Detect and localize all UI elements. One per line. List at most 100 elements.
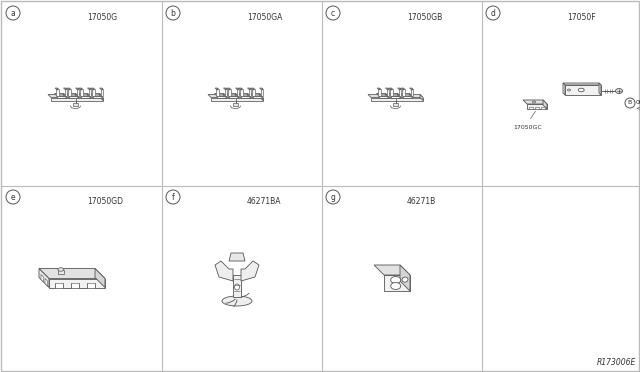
Polygon shape [100,94,103,100]
Text: 0B168-6162A: 0B168-6162A [636,100,640,106]
Polygon shape [48,94,103,97]
Ellipse shape [390,276,401,283]
Polygon shape [41,275,44,282]
Polygon shape [63,88,67,89]
Polygon shape [211,97,263,100]
Ellipse shape [616,89,623,93]
Polygon shape [214,93,226,96]
Polygon shape [393,103,398,106]
Polygon shape [58,269,64,273]
Polygon shape [397,93,400,97]
Circle shape [486,6,500,20]
Ellipse shape [390,282,401,289]
Polygon shape [223,88,227,89]
Polygon shape [239,93,250,96]
Polygon shape [77,89,79,96]
Polygon shape [541,107,545,109]
Polygon shape [208,94,263,97]
Polygon shape [76,93,78,97]
Polygon shape [565,85,601,95]
Polygon shape [55,88,58,89]
Polygon shape [237,89,239,96]
Polygon shape [399,89,401,96]
Text: 17050GA: 17050GA [247,13,282,22]
Polygon shape [233,275,241,297]
Polygon shape [88,88,91,89]
Polygon shape [233,103,238,106]
Polygon shape [523,100,547,104]
Polygon shape [229,253,245,261]
Circle shape [326,190,340,204]
Polygon shape [402,89,404,96]
Polygon shape [250,93,262,96]
Polygon shape [420,94,423,100]
Polygon shape [91,88,95,89]
Polygon shape [236,93,238,97]
Polygon shape [215,88,218,89]
Polygon shape [400,265,410,291]
Text: 17050F: 17050F [567,13,596,22]
Polygon shape [51,97,103,100]
Circle shape [166,190,180,204]
Text: B: B [628,100,632,106]
Text: 17050GC: 17050GC [514,125,542,130]
Polygon shape [217,96,226,97]
Polygon shape [80,89,83,96]
Polygon shape [260,89,263,96]
Circle shape [6,190,20,204]
Polygon shape [68,89,70,96]
Polygon shape [39,269,49,288]
Polygon shape [225,89,227,96]
Polygon shape [384,275,410,291]
Polygon shape [599,83,601,95]
Polygon shape [90,93,102,96]
Polygon shape [236,88,239,89]
Polygon shape [385,93,388,97]
Polygon shape [401,88,404,89]
Polygon shape [410,93,412,97]
Ellipse shape [532,101,536,103]
Polygon shape [71,282,79,288]
Polygon shape [215,261,233,281]
Polygon shape [49,279,105,288]
Polygon shape [92,89,95,96]
Polygon shape [248,89,251,96]
Text: 46271B: 46271B [407,198,436,206]
Polygon shape [39,269,105,279]
Polygon shape [100,89,103,96]
Polygon shape [389,88,392,89]
Circle shape [6,6,20,20]
Polygon shape [376,93,388,96]
Polygon shape [563,83,565,95]
Polygon shape [239,88,243,89]
Polygon shape [374,265,410,275]
Text: c: c [331,9,335,17]
Polygon shape [88,89,91,96]
Polygon shape [391,96,400,97]
Polygon shape [388,93,400,96]
Ellipse shape [568,89,570,91]
Polygon shape [241,96,250,97]
Polygon shape [79,93,90,96]
Polygon shape [390,89,392,96]
Text: R173006E: R173006E [596,358,636,367]
Polygon shape [67,88,70,89]
Polygon shape [527,104,547,109]
Polygon shape [401,93,412,96]
Polygon shape [529,107,532,109]
Polygon shape [240,89,243,96]
Polygon shape [81,96,90,97]
Polygon shape [73,103,78,106]
Text: 46271BA: 46271BA [247,198,282,206]
Polygon shape [371,97,423,100]
Polygon shape [543,100,547,109]
Polygon shape [99,93,102,97]
Polygon shape [76,88,79,89]
Polygon shape [410,89,413,96]
Text: a: a [11,9,15,17]
Polygon shape [379,96,388,97]
Polygon shape [397,88,401,89]
Polygon shape [88,93,90,97]
Polygon shape [260,94,263,100]
Polygon shape [387,89,389,96]
